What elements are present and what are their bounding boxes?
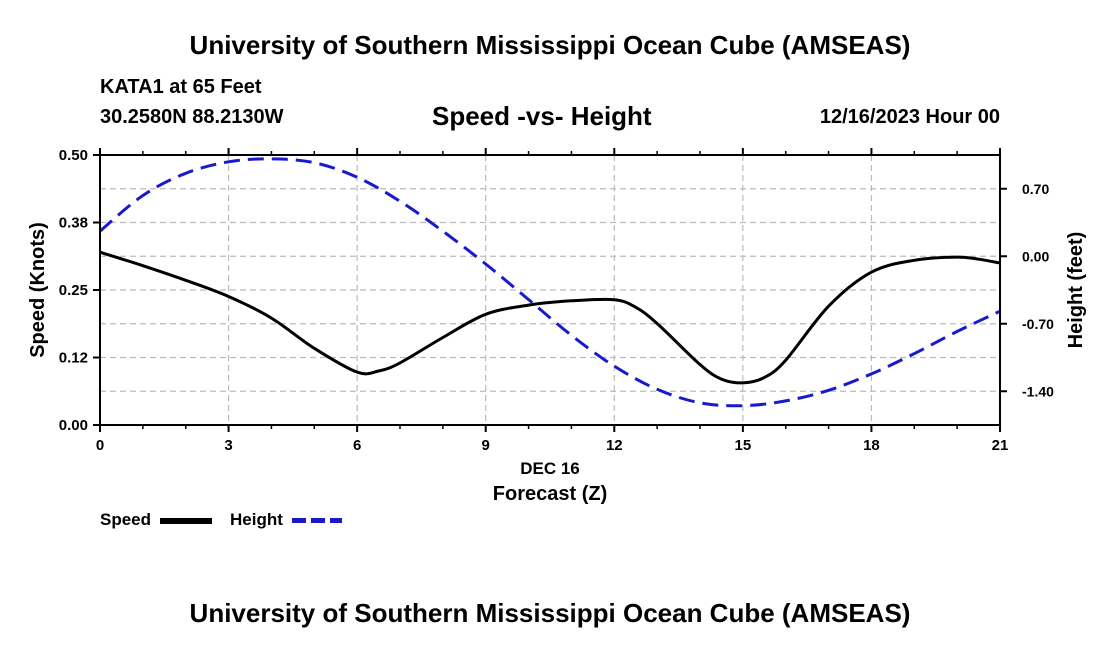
y-right-tick-label: 0.70 (1022, 181, 1049, 197)
x-tick-label: 0 (96, 437, 104, 454)
x-tick-label: 6 (353, 437, 361, 454)
legend-speed-label: Speed (100, 510, 152, 529)
x-tick-label: 21 (992, 437, 1009, 454)
series-lines (99, 157, 1001, 408)
x-tick-label: 15 (735, 437, 752, 454)
legend-speed-swatch (160, 518, 212, 524)
x-tick-label: 18 (863, 437, 880, 454)
grid-lines (100, 155, 1000, 425)
y-left-tick-label: 0.25 (59, 282, 88, 299)
footer-title: University of Southern Mississippi Ocean… (189, 598, 911, 628)
y-left-tick-label: 0.38 (59, 215, 88, 232)
x-tick-label: 12 (606, 437, 623, 454)
x-tick-label: 3 (224, 437, 232, 454)
y-right-tick-label: -0.70 (1022, 316, 1054, 332)
station-label: KATA1 at 65 Feet (100, 76, 262, 98)
station-coordinates: 30.2580N 88.2130W (100, 106, 284, 128)
plot-frame (99, 154, 1001, 426)
y-right-tick-label: -1.40 (1022, 383, 1054, 399)
left-axis-title: Speed (Knots) (27, 222, 49, 358)
chart-title: University of Southern Mississippi Ocean… (189, 30, 911, 60)
legend-height-swatch (292, 518, 342, 523)
speed-series-line (99, 250, 1001, 385)
legend-height-label: Height (230, 510, 283, 529)
y-left-tick-label: 0.50 (59, 147, 88, 164)
right-axis-title: Height (feet) (1065, 232, 1087, 349)
chart-subtitle: Speed -vs- Height (432, 101, 652, 131)
y-left-tick-label: 0.12 (59, 350, 88, 367)
height-series-line (99, 157, 1001, 408)
y-right-tick-label: 0.00 (1022, 248, 1049, 264)
axes: 0 3 6 9 12 15 18 21 0.00 0.12 0.25 0.38 0.50 0.70 0.00… (59, 147, 1054, 454)
x-axis-date-label: DEC 16 (520, 459, 580, 478)
forecast-datetime: 12/16/2023 Hour 00 (819, 106, 1000, 128)
x-axis-title: Forecast (Z) (493, 483, 607, 505)
x-tick-label: 9 (482, 437, 490, 454)
y-left-tick-label: 0.00 (59, 417, 88, 434)
speed-height-chart: 0 3 6 9 12 15 18 21 0.00 0.12 0.25 0.38 0.50 0.70 0.00… (27, 147, 1087, 505)
